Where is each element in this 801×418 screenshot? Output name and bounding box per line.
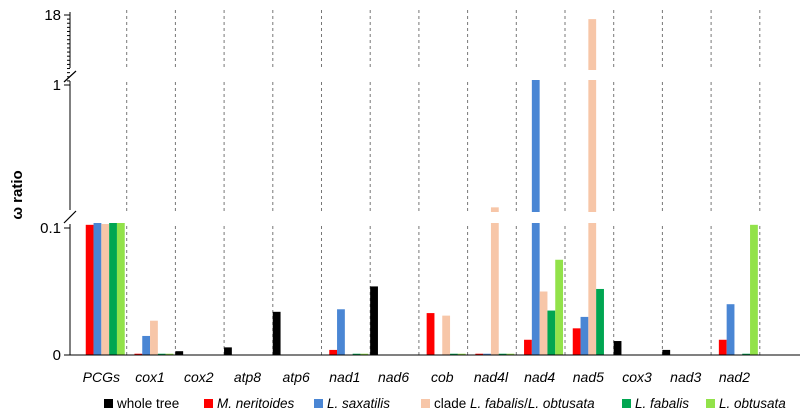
bar [742, 353, 751, 355]
axis-break-gap [60, 212, 801, 223]
bar [442, 315, 451, 355]
y-tick-label: 0 [53, 347, 61, 364]
legend-swatch [622, 399, 631, 408]
bar [175, 351, 184, 355]
bar [572, 328, 581, 355]
bar [370, 286, 378, 355]
category-label: cob [431, 369, 454, 385]
bar [352, 353, 361, 355]
bar [596, 288, 604, 355]
legend-swatch [204, 399, 213, 408]
bar [726, 304, 735, 355]
legend-label: M. neritoides [217, 396, 295, 411]
category-label: PCGs [83, 369, 120, 385]
bars [60, 19, 801, 356]
bar [165, 353, 174, 355]
bar [547, 310, 556, 355]
legend: whole tree M. neritoides L. saxatilis clade… [104, 396, 786, 411]
y-tick-label: 0.1 [40, 220, 61, 237]
category-label: nad1 [329, 369, 360, 385]
legend-label: L. obtusata [719, 396, 786, 411]
bar [580, 316, 589, 355]
category-label: nad4l [474, 369, 509, 385]
bar [329, 349, 338, 355]
category-label: cox2 [184, 369, 214, 385]
bar [524, 339, 532, 355]
y-tick-label: 18 [44, 7, 61, 24]
bar [490, 207, 499, 355]
legend-label: whole tree [116, 396, 179, 411]
axis-break-gap [60, 70, 801, 80]
category-label: nad2 [719, 369, 750, 385]
y-tick-label: 1 [53, 77, 61, 94]
category-labels: PCGs cox1 cox2 atp8 atp6 nad1 nad6 cob nad4l nad4… [83, 369, 751, 385]
category-label: cox1 [135, 369, 165, 385]
bar [142, 335, 151, 355]
bar [360, 353, 369, 355]
category-label: nad3 [670, 369, 701, 385]
category-label: atp8 [234, 369, 261, 385]
legend-swatch [314, 399, 323, 408]
axis-break-marker [63, 210, 77, 224]
bar [718, 339, 727, 355]
bar [337, 309, 345, 355]
bar [457, 353, 466, 355]
bar [450, 353, 458, 355]
category-label: cox3 [622, 369, 652, 385]
bar [750, 224, 758, 355]
category-label: nad4 [524, 369, 555, 385]
bar [150, 320, 158, 355]
y-axis [63, 12, 800, 356]
bar [272, 311, 281, 355]
bar [662, 349, 671, 355]
bar [483, 353, 491, 355]
y-axis-label: ω ratio [9, 170, 26, 219]
bar [613, 341, 622, 355]
legend-swatch [421, 399, 430, 408]
category-separators [126, 10, 761, 355]
bar [134, 353, 143, 355]
bar [498, 353, 507, 355]
bar [506, 353, 515, 355]
bar [475, 353, 484, 355]
bar [224, 347, 232, 355]
category-label: nad5 [573, 369, 604, 385]
legend-label: clade L. fabalis/L. obtusata [434, 396, 595, 411]
bar [157, 353, 166, 355]
legend-label: L. fabalis [635, 396, 689, 411]
bar [109, 221, 117, 355]
category-label: atp6 [283, 369, 310, 385]
bar [101, 224, 110, 355]
bar [588, 19, 597, 356]
bar [85, 224, 94, 355]
legend-swatch [706, 399, 715, 408]
bar [93, 215, 102, 355]
bar [555, 259, 564, 355]
legend-label: L. saxatilis [327, 396, 390, 411]
bar [426, 313, 435, 355]
y-tick-labels: 0 0.1 1 18 [40, 7, 61, 364]
bar [116, 215, 125, 355]
legend-swatch [104, 399, 113, 408]
bar [539, 291, 548, 355]
category-label: nad6 [378, 369, 409, 385]
